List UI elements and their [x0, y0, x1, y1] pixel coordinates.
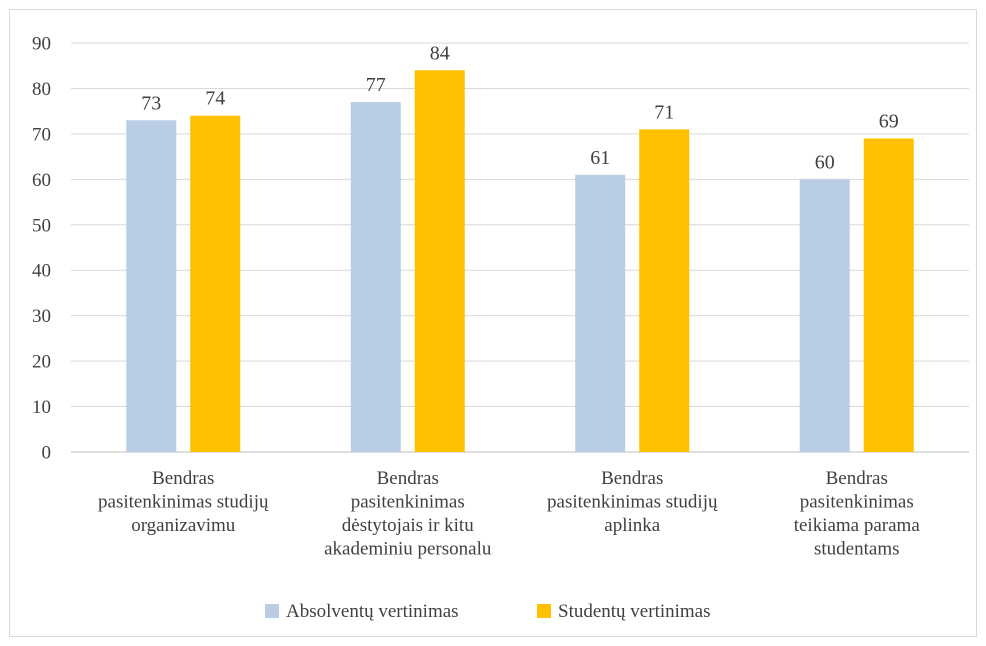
- category-label: Bendras: [826, 468, 888, 489]
- category-label: teikiama parama: [794, 515, 921, 536]
- legend-label: Absolventų vertinimas: [286, 601, 459, 622]
- category-label: organizavimu: [131, 515, 236, 536]
- y-tick-label: 80: [32, 79, 51, 100]
- category-label: dėstytojais ir kitu: [342, 515, 474, 536]
- category-label: studentams: [814, 539, 900, 560]
- data-label: 60: [815, 151, 835, 173]
- bar-studentai: [639, 129, 690, 452]
- y-tick-label: 20: [32, 352, 51, 373]
- y-tick-label: 40: [32, 261, 51, 282]
- category-label: Bendras: [601, 468, 663, 489]
- bar-absolventai: [799, 179, 850, 453]
- category-label: Bendras: [377, 468, 439, 489]
- category-label: akademiniu personalu: [324, 539, 492, 560]
- y-tick-label: 60: [32, 170, 51, 191]
- y-tick-label: 10: [32, 397, 51, 418]
- legend-label: Studentų vertinimas: [558, 601, 711, 622]
- bar-studentai: [414, 70, 465, 453]
- data-label: 71: [654, 101, 674, 123]
- data-label: 61: [590, 147, 610, 169]
- data-label: 73: [141, 92, 161, 114]
- category-label: pasitenkinimas: [800, 492, 914, 513]
- y-tick-label: 70: [32, 124, 51, 145]
- bar-absolventai: [126, 120, 177, 452]
- y-tick-label: 50: [32, 215, 51, 236]
- y-tick-label: 90: [32, 34, 51, 55]
- category-label: pasitenkinimas: [351, 492, 465, 513]
- legend-swatch-absolventai: [265, 604, 279, 618]
- bar-studentai: [190, 115, 241, 452]
- data-label: 84: [430, 42, 450, 64]
- bar-studentai: [863, 138, 914, 452]
- y-tick-label: 30: [32, 306, 51, 327]
- data-label: 69: [879, 110, 899, 132]
- category-label: pasitenkinimas studijų: [98, 492, 269, 513]
- bar-absolventai: [350, 102, 401, 453]
- data-label: 77: [366, 74, 386, 96]
- legend-swatch-studentai: [537, 604, 551, 618]
- data-label: 74: [205, 88, 225, 110]
- category-label: Bendras: [152, 468, 214, 489]
- bar-absolventai: [575, 174, 626, 453]
- category-label: aplinka: [604, 515, 660, 536]
- y-tick-label: 0: [42, 443, 52, 464]
- category-label: pasitenkinimas studijų: [547, 492, 718, 513]
